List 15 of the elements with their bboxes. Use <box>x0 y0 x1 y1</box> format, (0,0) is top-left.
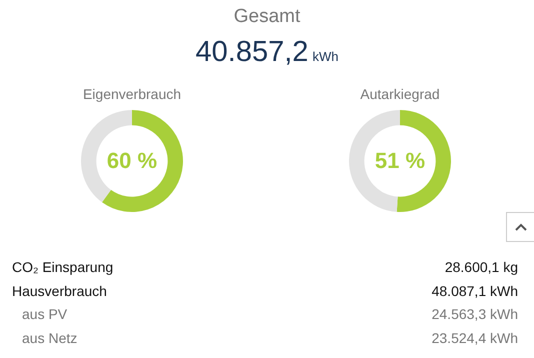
text: kWh <box>312 49 338 64</box>
text: Gesamt <box>232 6 302 28</box>
text: aus Netz <box>21 329 78 348</box>
text: Hausverbrauch <box>12 282 107 301</box>
data-label: 51 % <box>374 148 426 174</box>
text: 23.524,4 kWh <box>432 329 518 348</box>
text: aus PV <box>21 305 68 324</box>
text: CO₂ Einsparung <box>12 258 114 277</box>
data-label: 60 % <box>106 148 158 174</box>
chart-title: Eigenverbrauch <box>82 86 182 104</box>
text: 40.857,2 <box>196 36 308 68</box>
text: 24.563,3 kWh <box>432 305 518 324</box>
text: 48.087,1 kWh <box>432 282 518 301</box>
text: 28.600,1 kg <box>444 258 518 277</box>
chart-title: Autarkiegrad <box>359 86 441 104</box>
